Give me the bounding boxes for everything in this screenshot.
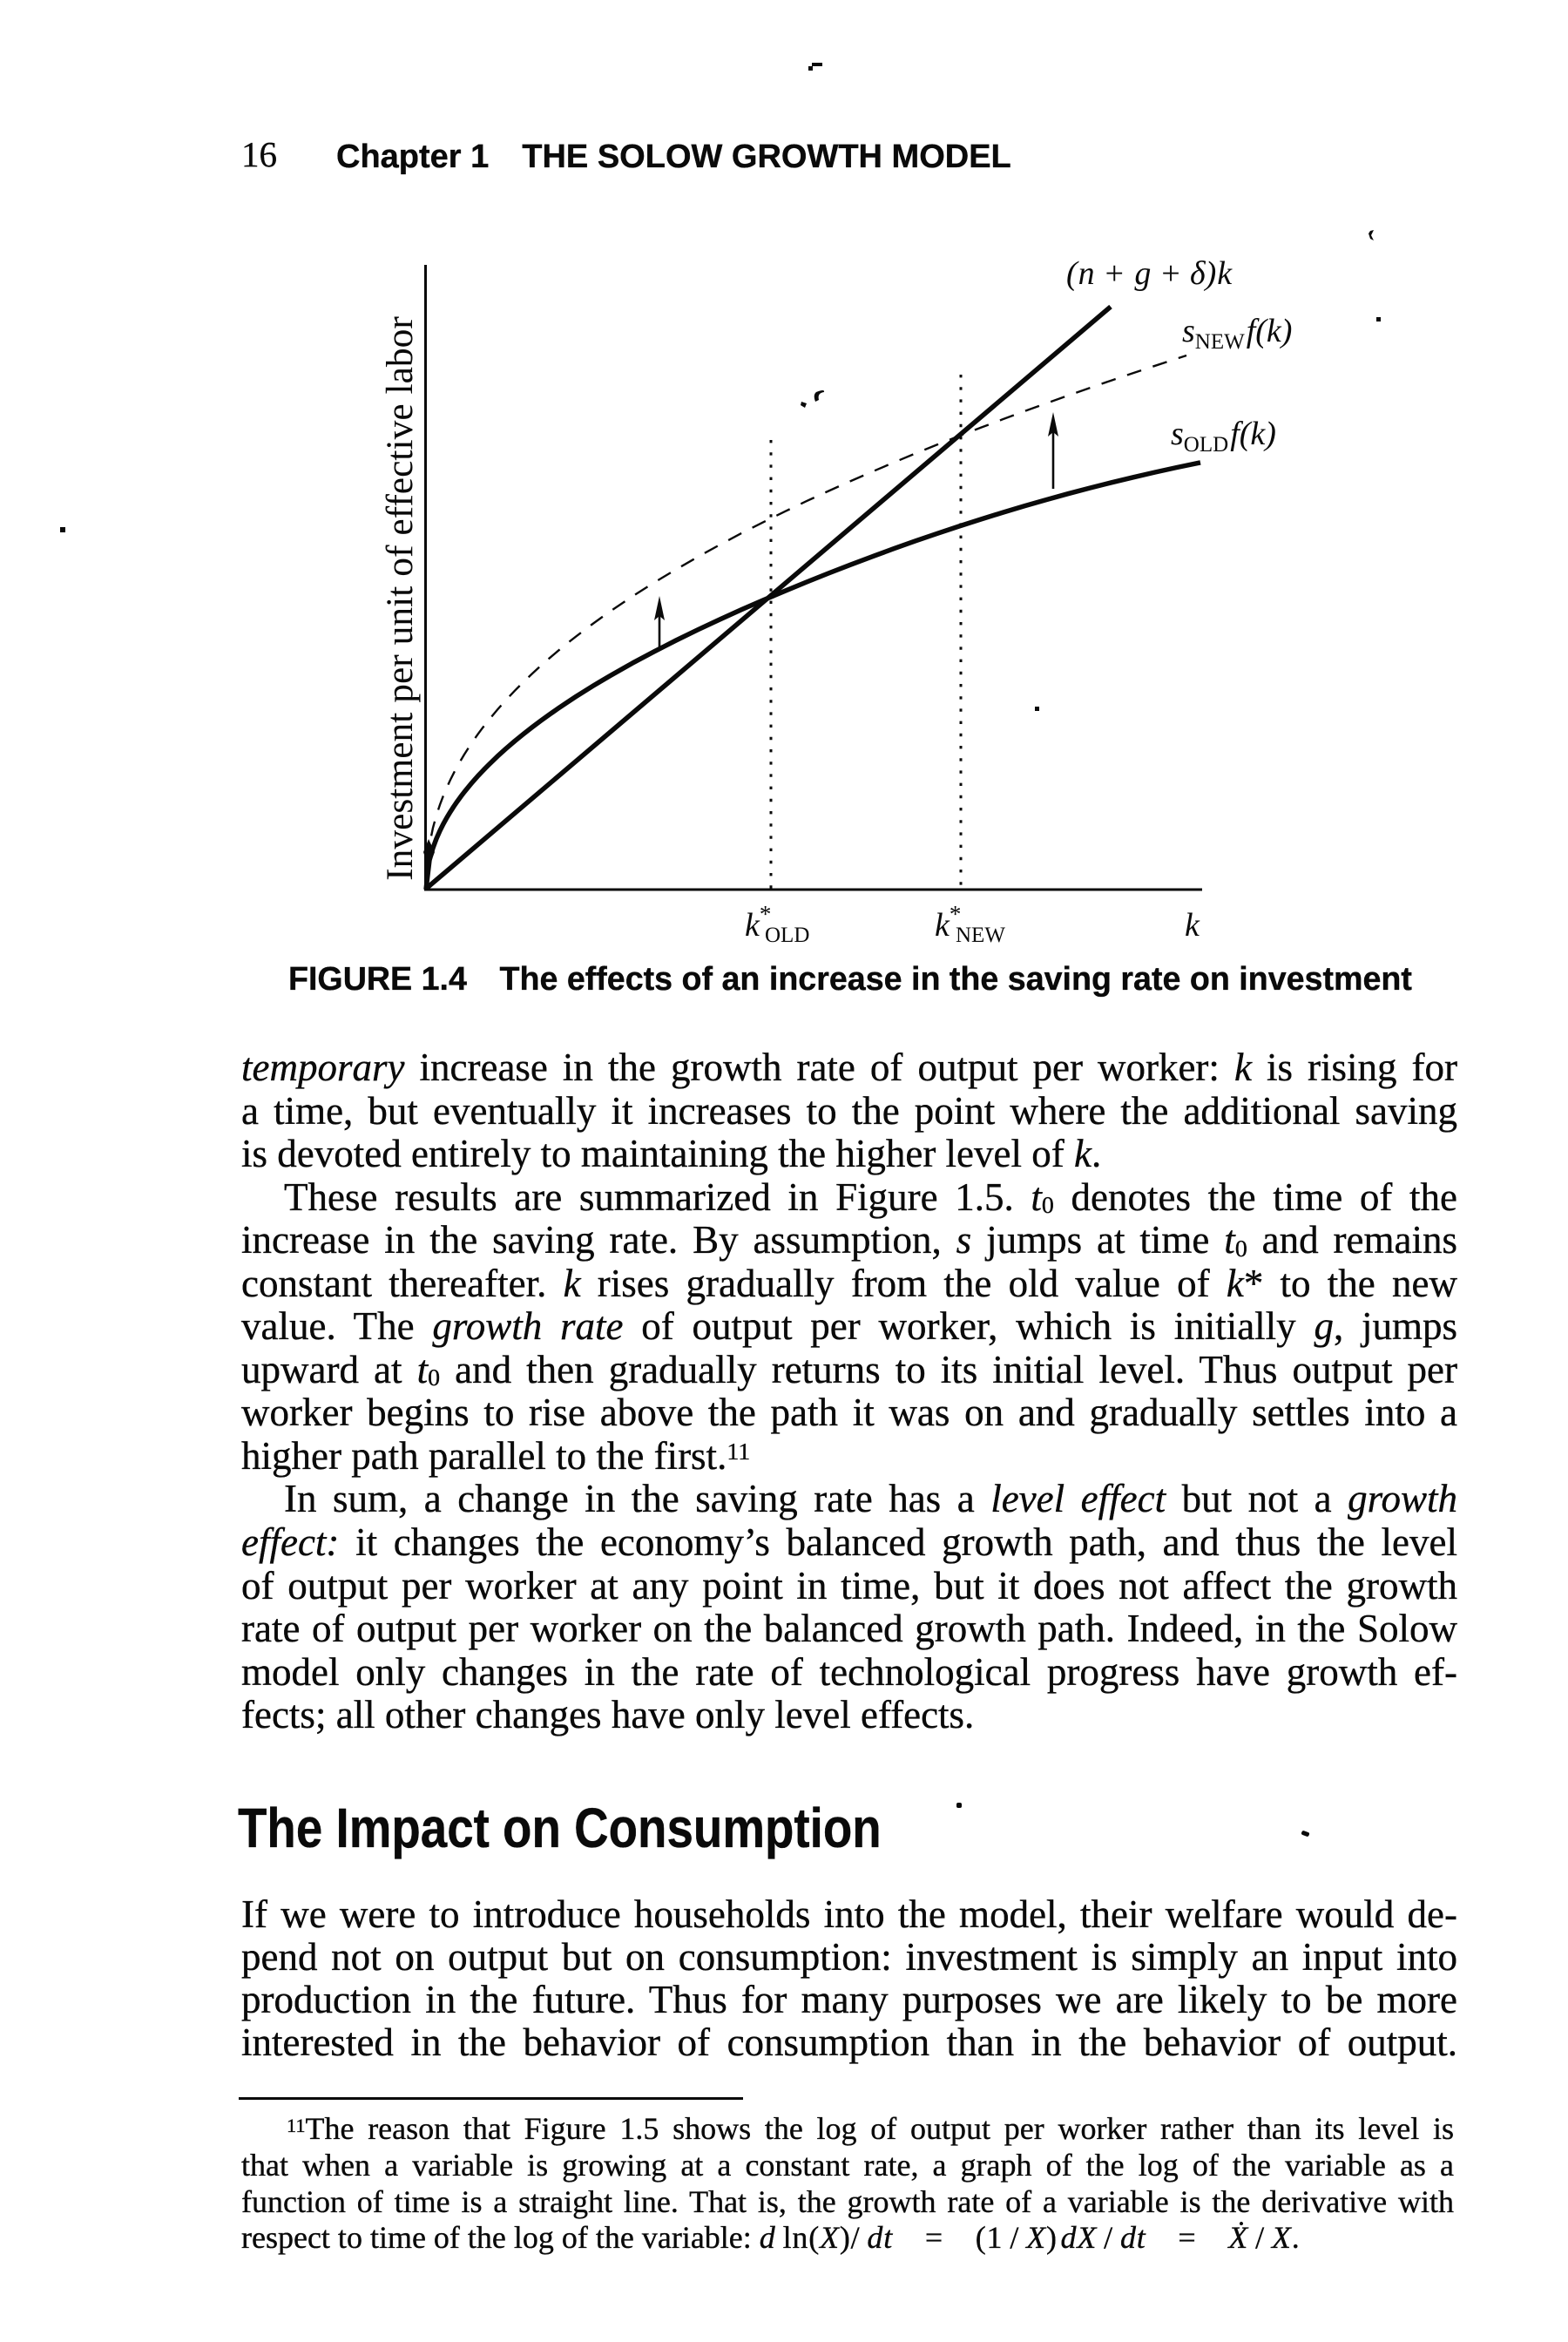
svg-text:NEW: NEW <box>956 924 1005 947</box>
svg-text:OLD: OLD <box>765 924 809 947</box>
svg-text:k: k <box>1185 907 1200 944</box>
svg-text:Investment per unit of effecti: Investment per unit of effective labor <box>379 316 421 881</box>
svg-text:(n + g + δ)k: (n + g + δ)k <box>1066 255 1233 292</box>
svg-text:sOLDf(k): sOLDf(k) <box>1171 416 1276 457</box>
svg-text:sNEWf(k): sNEWf(k) <box>1182 313 1292 354</box>
